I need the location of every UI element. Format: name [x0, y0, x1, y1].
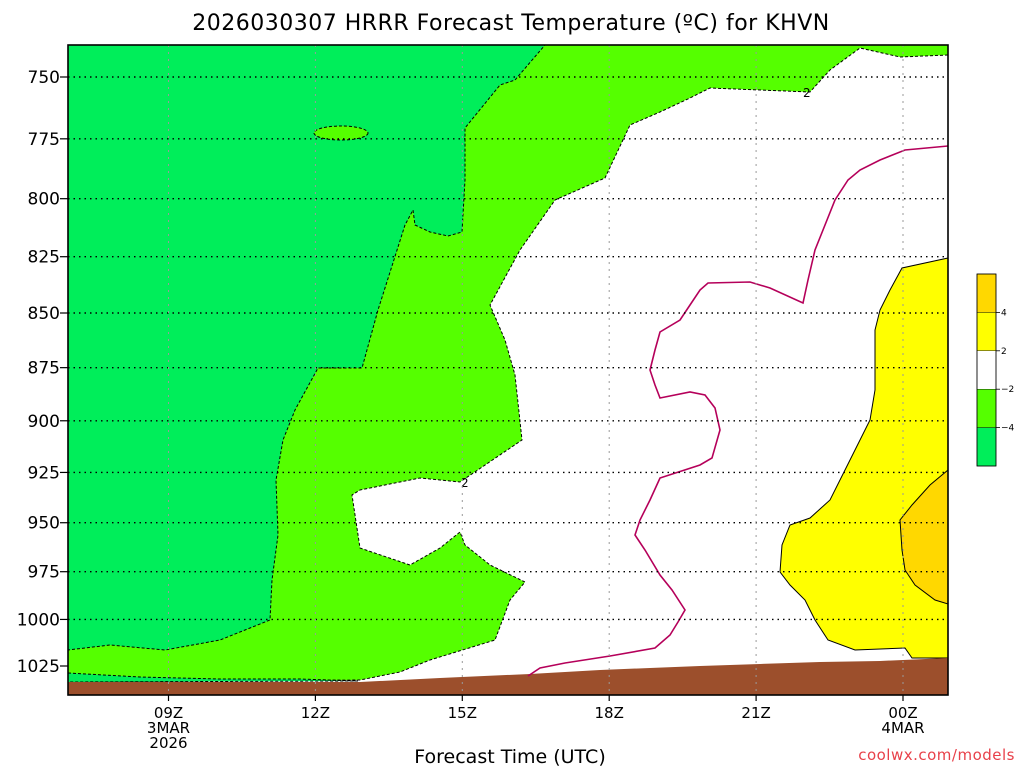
colorbar-swatch: [976, 312, 997, 351]
y-tick-label: 775: [28, 130, 60, 150]
field-layers: [67, 44, 949, 695]
y-tick-label: 750: [28, 68, 60, 88]
y-tick-label: 1025: [17, 657, 60, 677]
x-tick-label: 4MAR: [881, 719, 924, 737]
x-tick-label: 15Z: [448, 704, 477, 722]
cold-region: [67, 44, 547, 651]
colorbar: 4 2 −2 −4: [976, 273, 1015, 467]
colorbar-tick-label: −4: [1001, 424, 1015, 434]
zero-contour-line: [527, 145, 949, 677]
colorbar-swatch: [976, 273, 997, 313]
colorbar-tick-label: 2: [1001, 347, 1007, 357]
x-tick-label: 21Z: [741, 704, 770, 722]
y-tick-label: 950: [28, 514, 60, 534]
x-tick-label: 12Z: [301, 704, 330, 722]
plot-frame: [67, 44, 949, 696]
x-tick-label: 09Z: [154, 704, 183, 722]
x-tick-label: 3MAR: [147, 719, 190, 737]
colorbar-swatch: [976, 389, 997, 428]
y-axis: 750 775 800 825 850 875 900 925 950 975 1000 1025: [17, 68, 68, 677]
contour-label-lower: 2: [461, 476, 469, 490]
y-tick-label: 1000: [17, 610, 60, 630]
x-tick-label: 00Z: [888, 704, 917, 722]
grid-lines: [68, 45, 948, 695]
hot-region: [899, 468, 949, 605]
y-tick-label: 825: [28, 248, 60, 268]
colorbar-tick-label: 4: [1001, 308, 1007, 318]
y-tick-label: 800: [28, 190, 60, 210]
colorbar-swatch: [976, 427, 997, 467]
ground-terrain: [68, 658, 948, 695]
x-tick-label: 2026: [149, 734, 187, 752]
colorbar-tick-label: −2: [1001, 385, 1014, 395]
chart-title: 2026030307 HRRR Forecast Temperature (ºC…: [192, 11, 829, 36]
zero-contour: [527, 145, 949, 677]
y-tick-label: 875: [28, 359, 60, 379]
y-tick-label: 975: [28, 563, 60, 583]
colorbar-frame: [976, 273, 997, 467]
x-tick-label: 18Z: [595, 704, 624, 722]
y-tick-label: 850: [28, 304, 60, 324]
y-tick-label: 900: [28, 412, 60, 432]
y-tick-label: 925: [28, 463, 60, 483]
cool-pocket: [313, 125, 369, 141]
x-axis-label: Forecast Time (UTC): [414, 746, 605, 768]
contour-label-upper: 2: [803, 86, 811, 100]
colorbar-swatch: [976, 350, 997, 390]
credit-text[interactable]: coolwx.com/models: [858, 746, 1015, 764]
